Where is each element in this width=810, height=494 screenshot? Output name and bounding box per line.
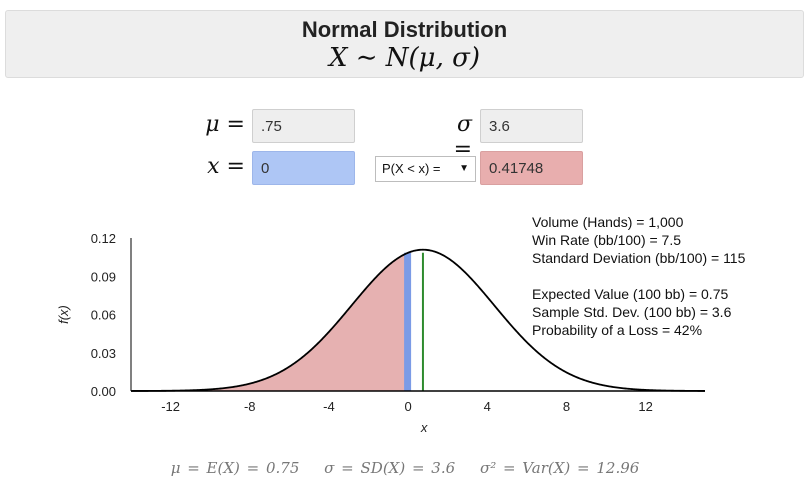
x-tick-label: -8 — [244, 399, 256, 414]
stat-win-rate: Win Rate (bb/100) = 7.5 — [532, 232, 682, 248]
sigma-label: σ = — [453, 112, 472, 162]
sd-formula: σ = SD(X) = 3.6 — [324, 459, 456, 477]
y-tick-label: 0.06 — [91, 308, 116, 323]
y-tick-label: 0.03 — [91, 346, 116, 361]
probability-type-label: P(X < x) = — [382, 161, 441, 176]
shaded-probability-area — [131, 252, 409, 391]
x-tick-label: 0 — [404, 399, 411, 414]
x-value-marker — [404, 252, 412, 391]
page-title: Normal Distribution — [301, 17, 508, 42]
x-tick-label: 8 — [563, 399, 570, 414]
mean-formula: μ = E(X) = 0.75 — [170, 459, 300, 477]
stat-expected-value: Expected Value (100 bb) = 0.75 — [532, 286, 729, 302]
probability-output[interactable] — [480, 151, 583, 185]
stat-volume: Volume (Hands) = 1,000 — [532, 214, 684, 230]
y-tick-label: 0.12 — [91, 231, 116, 246]
summary-formulas: μ = E(X) = 0.75 σ = SD(X) = 3.6 σ² = Var… — [0, 459, 810, 477]
x-tick-label: 4 — [484, 399, 491, 414]
stat-prob-loss: Probability of a Loss = 42% — [532, 322, 703, 338]
distribution-formula: X ∼ N(μ, σ) — [328, 43, 481, 73]
stat-std-dev: Standard Deviation (bb/100) = 115 — [532, 250, 746, 266]
x-tick-label: -4 — [323, 399, 335, 414]
probability-type-select[interactable]: P(X < x) = ▼ — [375, 156, 476, 182]
density-curve — [131, 248, 705, 392]
x-axis-title: x — [420, 420, 428, 435]
sigma-input[interactable] — [480, 109, 583, 143]
x-tick-label: -12 — [161, 399, 180, 414]
stat-sample-std: Sample Std. Dev. (100 bb) = 3.6 — [532, 304, 732, 320]
y-axis-title: f(x) — [56, 305, 71, 324]
y-tick-label: 0.00 — [91, 384, 116, 399]
dropdown-arrow-icon: ▼ — [459, 163, 469, 174]
variance-formula: σ² = Var(X) = 12.96 — [479, 459, 640, 477]
x-label: x = — [207, 154, 245, 179]
header-panel: Normal Distribution X ∼ N(μ, σ) — [5, 10, 804, 78]
y-axis-ticks: 0.00 0.03 0.06 0.09 0.12 — [91, 231, 116, 399]
x-axis-ticks: -12 -8 -4 0 4 8 12 — [161, 399, 653, 414]
y-tick-label: 0.09 — [91, 269, 116, 284]
mu-label: μ = — [205, 112, 245, 137]
stats-panel: Volume (Hands) = 1,000 Win Rate (bb/100)… — [532, 213, 745, 339]
x-tick-label: 12 — [638, 399, 652, 414]
mu-input[interactable] — [252, 109, 355, 143]
x-input[interactable] — [252, 151, 355, 185]
